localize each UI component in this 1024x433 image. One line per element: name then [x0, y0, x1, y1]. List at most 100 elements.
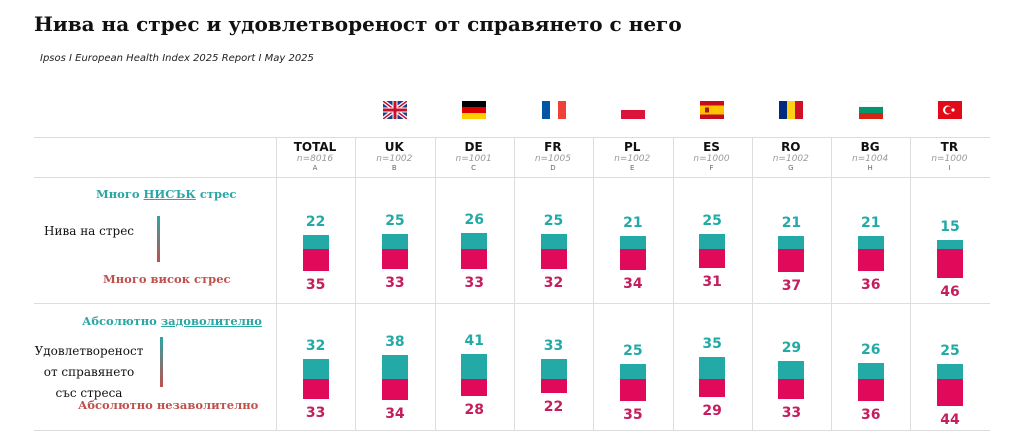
flag-es-icon — [700, 101, 725, 119]
flag-ro-icon — [779, 101, 804, 119]
column-letter: H — [867, 164, 873, 172]
value-label-positive: 41 — [464, 332, 484, 349]
value-label-negative: 32 — [543, 274, 564, 291]
value-label-negative: 35 — [623, 406, 643, 423]
column-letter: I — [948, 164, 951, 172]
sat-label-line: със стреса — [55, 386, 123, 400]
bar-positive — [778, 235, 805, 249]
column-code: UK — [384, 140, 404, 154]
sat-label-line: от справянето — [43, 365, 135, 379]
value-label-positive: 25 — [623, 342, 643, 359]
value-label-negative: 28 — [464, 402, 484, 419]
column-code: TOTAL — [293, 140, 337, 154]
value-label-positive: 26 — [861, 341, 881, 358]
bar-positive — [540, 233, 567, 249]
value-label-positive: 25 — [940, 342, 960, 359]
value-label-negative: 46 — [940, 283, 960, 300]
bar-positive — [302, 235, 329, 249]
column-letter: B — [391, 164, 397, 172]
value-label-negative: 34 — [385, 406, 405, 423]
column-letter: A — [312, 164, 318, 172]
value-label-positive: 21 — [623, 214, 643, 231]
column-divider — [355, 137, 357, 430]
bar-positive — [381, 355, 408, 379]
bar-positive — [302, 359, 329, 379]
value-label-negative: 29 — [702, 402, 722, 419]
page-title: Нива на стрес и удовлетвореност от справ… — [34, 12, 682, 36]
value-label-negative: 33 — [464, 275, 484, 292]
column-divider — [751, 137, 753, 430]
value-label-positive: 25 — [385, 212, 405, 229]
value-label-negative: 22 — [543, 398, 564, 415]
bar-negative — [461, 249, 488, 270]
bar-positive — [461, 232, 488, 249]
bar-negative — [699, 379, 726, 397]
bar-negative — [778, 379, 805, 400]
bar-negative — [857, 379, 884, 402]
column-letter: E — [629, 164, 635, 172]
bar-positive — [699, 233, 726, 249]
column-letter: D — [550, 164, 556, 172]
bar-negative — [857, 249, 884, 272]
value-label-negative: 35 — [305, 276, 326, 293]
bar-positive — [619, 235, 646, 249]
value-label-positive: 22 — [305, 214, 326, 231]
sat-row-label: Удовлетвореност от справянето със стреса — [34, 341, 144, 404]
bar-negative — [302, 379, 329, 400]
sat-label-line: Удовлетвореност — [34, 344, 144, 358]
up-down-arrow-icon — [160, 337, 163, 387]
sample-size: n=1002 — [772, 154, 809, 164]
column-letter: C — [471, 164, 477, 172]
column-divider — [593, 137, 595, 430]
sample-size: n=1004 — [852, 154, 889, 164]
column-code: DE — [464, 140, 483, 154]
flag-pl-icon — [620, 101, 645, 119]
column-header: TOTAL n=8016 A — [276, 140, 354, 172]
value-label-negative: 33 — [781, 405, 802, 422]
bar-negative — [699, 249, 726, 269]
column-code: FR — [544, 140, 562, 154]
bar-positive — [461, 353, 488, 379]
column-header: UK n=1002 B — [355, 140, 433, 172]
column-header: ES n=1000 F — [673, 140, 751, 172]
column-letter: G — [788, 164, 794, 172]
bar-negative — [937, 249, 964, 278]
sample-size: n=1002 — [376, 154, 413, 164]
column-header: BG n=1004 H — [831, 140, 909, 172]
column-code: PL — [623, 140, 641, 154]
value-label-negative: 36 — [861, 407, 881, 424]
stress-row-label: Нива на стрес — [44, 224, 135, 238]
value-label-negative: 33 — [385, 275, 405, 292]
sample-size: n=1001 — [455, 154, 492, 164]
divider — [34, 137, 990, 138]
value-label-negative: 33 — [305, 405, 326, 422]
value-label-positive: 21 — [861, 214, 881, 231]
value-label-negative: 37 — [781, 277, 802, 294]
sample-size: n=1002 — [614, 154, 651, 164]
stress-top-label: Много НИСЪК стрес — [96, 187, 237, 201]
bar-positive — [540, 358, 567, 379]
bar-positive — [778, 361, 805, 379]
value-label-positive: 25 — [702, 212, 722, 229]
up-down-arrow-icon — [157, 216, 160, 262]
value-label-negative: 36 — [861, 277, 881, 294]
column-divider — [910, 137, 912, 430]
bar-positive — [937, 363, 964, 379]
bar-negative — [778, 249, 805, 272]
sample-size: n=8016 — [296, 154, 334, 164]
value-label-positive: 35 — [702, 336, 722, 353]
bar-positive — [619, 363, 646, 379]
column-code: RO — [781, 140, 801, 154]
column-divider — [276, 137, 277, 430]
divider — [34, 430, 990, 431]
column-divider — [434, 137, 436, 430]
bar-negative — [540, 249, 567, 269]
column-code: ES — [703, 140, 720, 154]
bar-negative — [619, 379, 646, 401]
value-label-positive: 26 — [464, 211, 484, 228]
flag-fr-icon — [541, 101, 566, 119]
value-label-positive: 21 — [781, 214, 802, 231]
sample-size: n=1000 — [693, 154, 730, 164]
bar-negative — [619, 249, 646, 271]
column-header: TR n=1000 I — [910, 140, 988, 172]
